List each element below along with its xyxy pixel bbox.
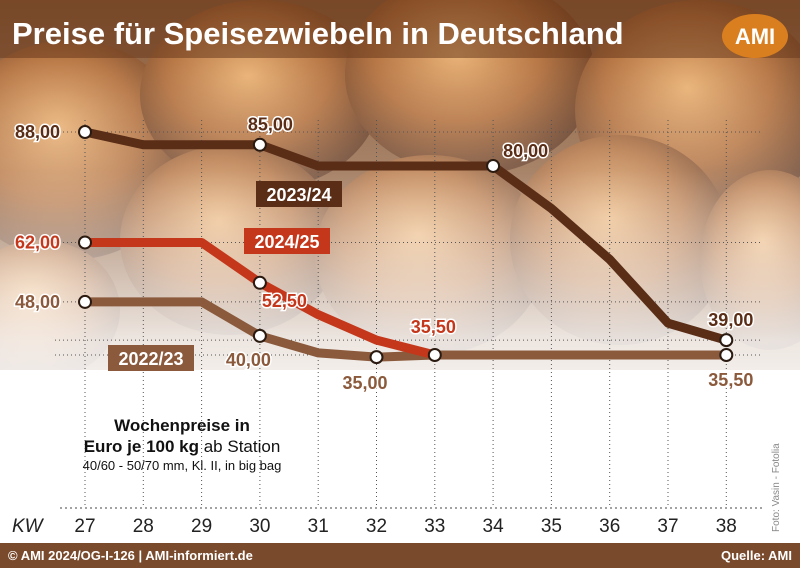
data-label: 52,50 xyxy=(262,291,307,311)
series-2022-23-legend-box xyxy=(108,345,194,371)
series-2023-24-marker xyxy=(78,125,92,139)
x-tick-label: 34 xyxy=(483,516,505,537)
series-2023-24-legend-box xyxy=(256,181,342,207)
data-label: 62,00 xyxy=(15,232,60,252)
data-label: 80,00 xyxy=(503,141,548,161)
x-tick-label: 35 xyxy=(541,516,562,537)
unit-note: Wochenpreise in Euro je 100 kg ab Statio… xyxy=(83,416,282,473)
data-label: 40,00 xyxy=(226,350,271,370)
note-line-3: 40/60 - 50/70 mm, Kl. II, in big bag xyxy=(83,458,282,473)
series-2022-23-marker xyxy=(252,328,267,343)
x-tick-label: 27 xyxy=(74,516,95,537)
series-2023-24-legend-label: 2023/24 xyxy=(266,185,331,205)
page-title: Preise für Speisezwiebeln in Deutschland xyxy=(12,16,624,51)
series-2023-24-marker xyxy=(719,333,734,348)
data-label: 39,00 xyxy=(708,310,753,330)
data-label: 35,50 xyxy=(708,370,753,390)
footer-copyright: © AMI 2024/OG-I-126 | AMI-informiert.de xyxy=(8,548,253,563)
x-tick-label: 32 xyxy=(366,516,387,537)
footer-bar xyxy=(0,543,800,568)
footer-source: Quelle: AMI xyxy=(721,548,792,563)
series-2023-24-line xyxy=(84,127,728,345)
series-2022-23-marker xyxy=(719,348,734,362)
series-2024-25-legend-label: 2024/25 xyxy=(254,232,319,252)
ami-logo: AMI xyxy=(722,14,788,58)
series-2024-25-marker xyxy=(78,235,92,250)
note-unit-rest: ab Station xyxy=(199,437,280,456)
data-label: 88,00 xyxy=(15,122,60,142)
x-axis-title: KW xyxy=(12,516,45,537)
data-label: 48,00 xyxy=(15,292,60,312)
ami-logo-text: AMI xyxy=(735,24,775,49)
note-line-1: Wochenpreise in xyxy=(114,416,250,435)
note-line-2: Euro je 100 kg ab Station xyxy=(84,437,281,456)
x-tick-label: 30 xyxy=(249,516,270,537)
series-2024-25-marker xyxy=(252,275,267,290)
series-2022-23-marker xyxy=(78,294,92,309)
series-2024-25-marker xyxy=(427,348,442,362)
chart-labels: 88,00 85,00 80,00 39,00 62,00 52,50 35,50 48,00… xyxy=(14,113,755,394)
chart-series xyxy=(78,125,734,365)
series-2024-25-legend-box xyxy=(244,228,330,254)
x-tick-label: 38 xyxy=(716,516,737,537)
series-2022-23-line xyxy=(85,297,727,362)
data-label: 35,50 xyxy=(411,317,456,337)
note-unit-bold: Euro je 100 kg xyxy=(84,437,199,456)
x-tick-label: 29 xyxy=(191,516,212,537)
series-2023-24-marker xyxy=(486,158,501,173)
data-label: 35,00 xyxy=(343,373,388,393)
photo-credit: Foto: Vasin - Fotolia xyxy=(771,443,782,532)
title-banner xyxy=(0,0,800,58)
series-2022-23-legend-label: 2022/23 xyxy=(118,349,183,369)
series-2023-24-marker xyxy=(252,137,267,152)
x-tick-label: 37 xyxy=(657,516,678,537)
x-tick-label: 31 xyxy=(308,516,329,537)
x-axis-ticks: 27 28 29 30 31 32 33 34 35 36 37 38 xyxy=(74,516,736,537)
x-tick-label: 33 xyxy=(424,516,445,537)
data-label: 85,00 xyxy=(248,115,293,135)
series-2022-23-marker xyxy=(369,350,384,365)
x-tick-label: 28 xyxy=(133,516,154,537)
x-tick-label: 36 xyxy=(599,516,620,537)
